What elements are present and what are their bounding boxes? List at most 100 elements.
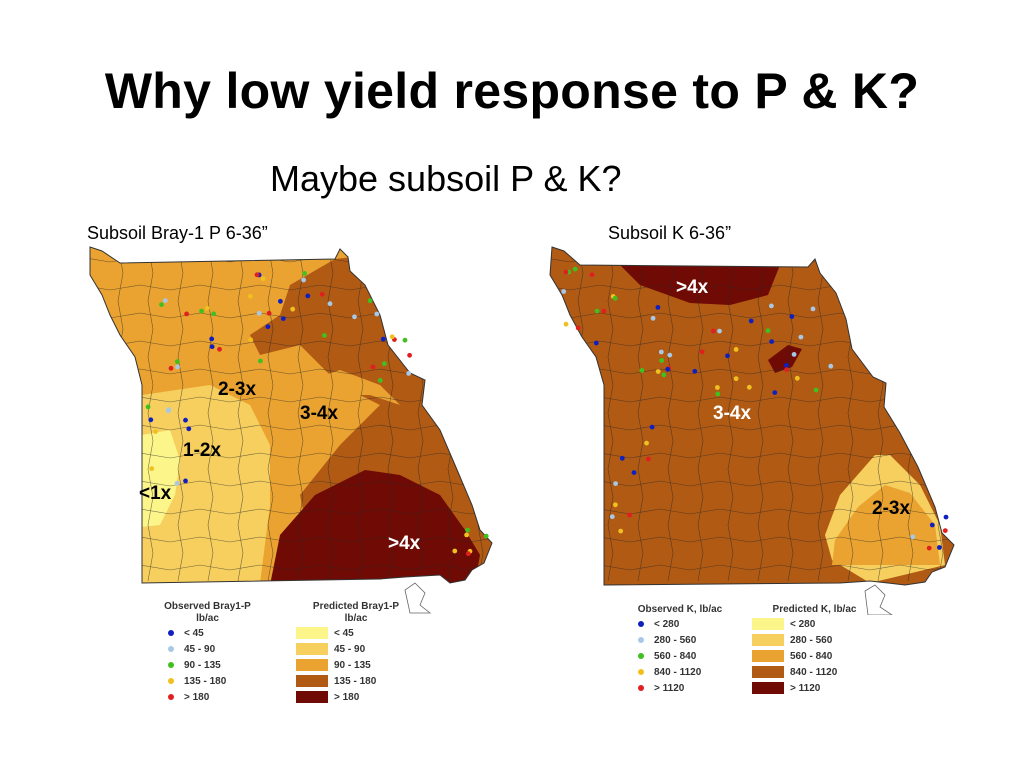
sample-point: [733, 376, 739, 382]
legend-color-swatch: [752, 634, 784, 646]
sample-point: [658, 349, 664, 355]
legend-item-label: 45 - 90: [334, 643, 366, 655]
legend-dot-marker: [168, 662, 174, 668]
sample-point: [646, 456, 651, 462]
sample-point: [772, 390, 778, 395]
legend-color-swatch: [296, 691, 328, 703]
legend-item: < 280: [752, 616, 877, 632]
sample-point: [612, 295, 618, 301]
phosphorus-map: [89, 246, 493, 614]
sample-point: [256, 310, 262, 316]
sample-point: [186, 426, 192, 432]
legend-item: 280 - 560: [620, 632, 740, 648]
sample-point: [929, 522, 935, 528]
sample-point: [184, 311, 189, 317]
legend-dot-marker: [638, 621, 644, 627]
sample-point: [810, 306, 816, 312]
legend-item: > 180: [296, 689, 416, 705]
sample-point: [791, 352, 797, 357]
potassium-zone-560-840: [832, 485, 940, 565]
sample-point: [601, 308, 607, 314]
sample-point: [711, 328, 716, 334]
sample-point: [183, 478, 188, 484]
ratio-label: >4x: [676, 277, 709, 298]
slide-title: Why low yield response to P & K?: [104, 63, 920, 119]
ratio-label: <1x: [139, 483, 172, 504]
sample-point: [260, 276, 266, 282]
predicted-legend-potassium: Predicted K, lb/ac < 280 280 - 560 560 - 8…: [752, 604, 877, 696]
legend-item: 90 - 135: [150, 657, 265, 673]
ratio-label: 3-4x: [300, 403, 339, 424]
sample-point: [613, 481, 618, 486]
legend-color-swatch: [296, 627, 328, 639]
legend-color-swatch: [296, 659, 328, 671]
legend-item: 90 - 135: [296, 657, 416, 673]
sample-point: [631, 470, 637, 475]
predicted-legend-phosphorus: Predicted Bray1-P lb/ac < 45 45 - 90 90 - …: [296, 601, 416, 705]
sample-point: [794, 375, 800, 381]
sample-point: [655, 369, 661, 374]
sample-point: [406, 371, 412, 376]
legend-item-label: < 45: [184, 627, 204, 639]
legend-item: 840 - 1120: [620, 664, 740, 680]
legend-title: Observed K, lb/ac: [637, 604, 723, 615]
sample-point: [174, 480, 180, 486]
legend-item-label: 135 - 180: [184, 675, 227, 687]
sample-point: [248, 293, 253, 299]
potassium-zone-above-1120-small: [768, 345, 802, 373]
legend-item: 45 - 90: [150, 641, 265, 657]
sample-point: [784, 367, 789, 373]
sample-point: [627, 512, 632, 518]
sample-point: [319, 291, 325, 297]
legend-item-label: > 1120: [654, 682, 685, 694]
legend-item-label: < 45: [334, 627, 354, 639]
sample-point: [465, 551, 471, 557]
sample-point: [248, 337, 254, 343]
sample-point: [733, 347, 739, 352]
sample-point: [290, 306, 296, 312]
legend-item: < 45: [296, 625, 416, 641]
sample-point: [217, 346, 222, 352]
sample-point: [183, 417, 188, 423]
legend-color-swatch: [296, 643, 328, 655]
sample-point: [784, 363, 789, 368]
sample-point: [148, 417, 154, 423]
sample-point: [748, 318, 754, 324]
sample-point: [452, 548, 458, 554]
sample-point: [483, 533, 489, 539]
legend-dot-marker: [638, 669, 644, 675]
ratio-label: 3-4x: [713, 403, 752, 424]
legend-dot-marker: [168, 678, 174, 684]
sample-point: [254, 272, 260, 278]
sample-point: [209, 336, 215, 342]
legend-item-label: > 180: [334, 691, 360, 703]
sample-point: [145, 404, 151, 410]
legend-item-label: 560 - 840: [654, 650, 697, 662]
sample-point: [162, 298, 168, 303]
sample-point: [168, 365, 174, 371]
legend-color-swatch: [296, 675, 328, 687]
sample-point: [402, 337, 408, 343]
sample-point: [159, 302, 164, 307]
phosphorus-zone-below-45: [142, 430, 180, 527]
observed-sample-points: [561, 266, 949, 551]
legend-item-label: 45 - 90: [184, 643, 216, 655]
sample-point: [465, 527, 470, 533]
sample-point: [798, 334, 804, 340]
sample-point: [575, 325, 581, 331]
sample-point: [380, 336, 386, 342]
legend-item-label: 840 - 1120: [654, 666, 702, 678]
sample-point: [305, 293, 311, 299]
legend-dot-marker: [168, 646, 174, 652]
legend-item-label: 280 - 560: [790, 634, 833, 646]
legend-item-label: > 1120: [790, 682, 821, 694]
sample-point: [382, 361, 387, 367]
sample-point: [265, 324, 271, 330]
legend-dot-marker: [168, 694, 174, 700]
potassium-zone-above-1120: [620, 265, 780, 305]
sample-point: [563, 269, 569, 275]
legend-item-label: 560 - 840: [790, 650, 833, 662]
ratio-label: >4x: [388, 533, 421, 554]
sample-point: [327, 301, 333, 307]
missouri-outline: [549, 246, 955, 586]
